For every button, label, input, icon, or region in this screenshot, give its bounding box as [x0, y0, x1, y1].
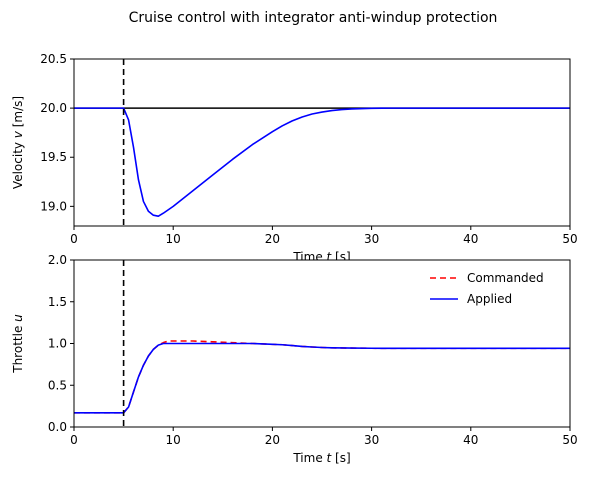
y-tick-label: 19.5 — [40, 150, 67, 164]
y-axis-label: Velocity v [m/s] — [11, 96, 25, 189]
x-tick-label: 10 — [166, 433, 181, 447]
x-tick-label: 0 — [70, 232, 78, 246]
y-tick-label: 0.0 — [48, 420, 67, 434]
y-tick-label: 19.0 — [40, 199, 67, 213]
y-axis-label: Throttle u — [11, 314, 25, 374]
x-tick-label: 40 — [463, 232, 478, 246]
x-tick-label: 20 — [265, 232, 280, 246]
x-tick-label: 40 — [463, 433, 478, 447]
legend-label-applied: Applied — [467, 292, 512, 306]
axes-frame — [73, 58, 571, 227]
x-tick-label: 0 — [70, 433, 78, 447]
figure-title: Cruise control with integrator anti-wind… — [129, 10, 498, 26]
y-tick-label: 1.0 — [48, 337, 67, 351]
series-line-velocity — [74, 107, 570, 217]
y-tick-label: 20.5 — [40, 52, 67, 66]
x-tick-label: 50 — [562, 232, 577, 246]
x-tick-label: 10 — [166, 232, 181, 246]
y-tick-label: 20.0 — [40, 101, 67, 115]
chart-throttle: 0 10 20 30 40 50 0.0 0.5 1.0 1.5 2.0 Time t [s] Thro… — [11, 253, 578, 465]
x-tick-label: 50 — [562, 433, 577, 447]
x-tick-label: 30 — [364, 232, 379, 246]
plot-area — [74, 59, 570, 226]
y-tick-label: 2.0 — [48, 253, 67, 267]
plots-group: 0 10 20 30 40 50 19.0 19.5 20.0 20.5 Time t [s] Vel… — [11, 52, 578, 465]
legend-label-commanded: Commanded — [467, 271, 544, 285]
y-tick-label: 1.5 — [48, 295, 67, 309]
x-axis-label: Time t [s] — [292, 451, 350, 465]
x-tick-label: 30 — [364, 433, 379, 447]
series-line-applied — [74, 342, 570, 414]
y-tick-label: 0.5 — [48, 378, 67, 392]
x-tick-label: 20 — [265, 433, 280, 447]
legend: Commanded Applied — [430, 271, 544, 306]
plot-area — [74, 260, 570, 427]
panel-overlap-mask — [74, 260, 570, 263]
